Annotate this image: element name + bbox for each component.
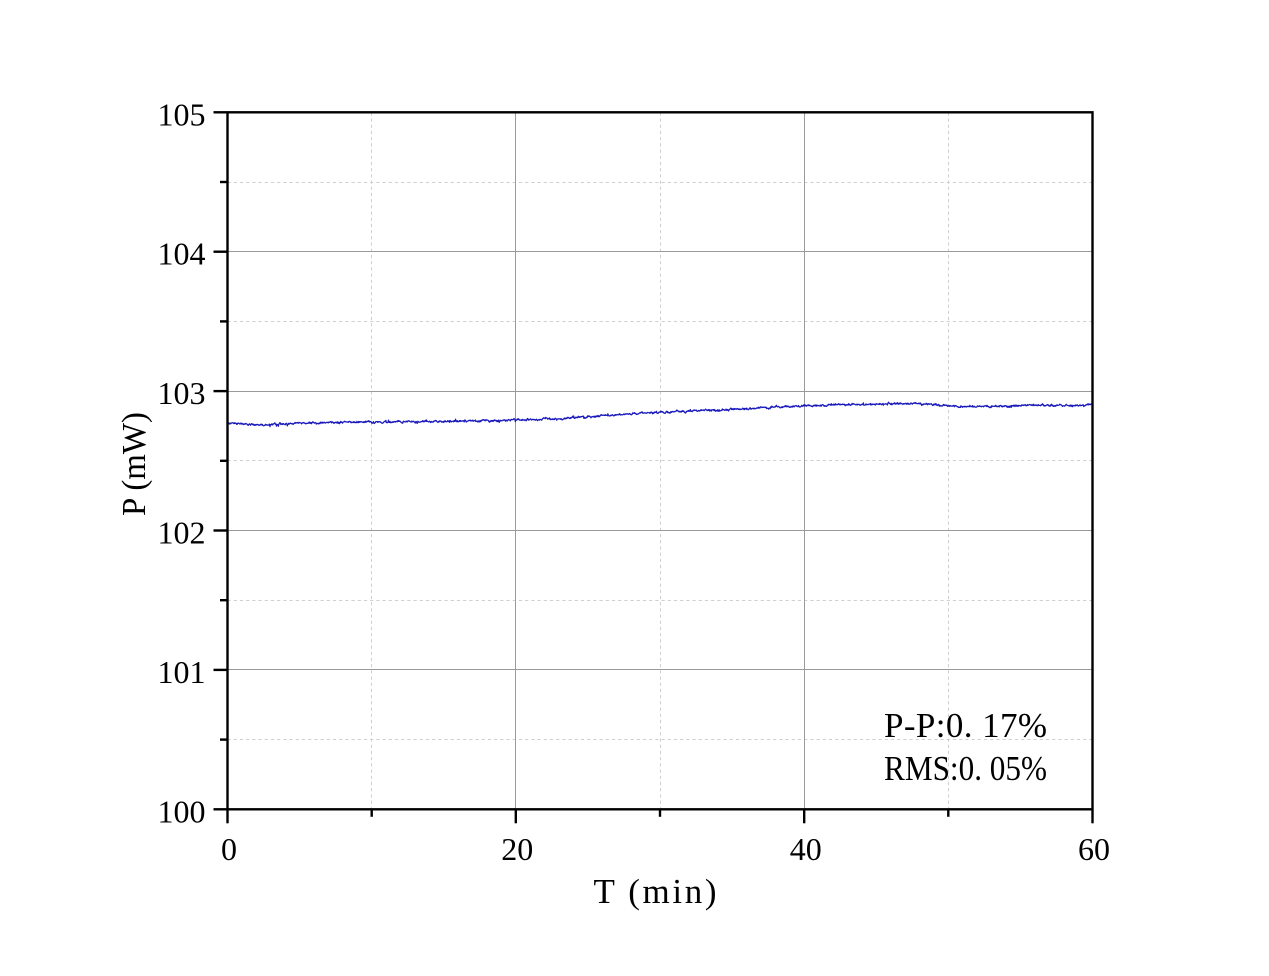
svg-text:101: 101 xyxy=(158,654,206,690)
svg-text:60: 60 xyxy=(1078,831,1110,867)
svg-text:20: 20 xyxy=(501,831,533,867)
svg-text:P-P:0. 17%: P-P:0. 17% xyxy=(884,706,1047,745)
svg-text:104: 104 xyxy=(158,236,206,272)
svg-text:105: 105 xyxy=(158,96,206,132)
svg-text:RMS:0. 05%: RMS:0. 05% xyxy=(884,749,1047,788)
svg-text:P (mW): P (mW) xyxy=(116,412,153,516)
svg-text:103: 103 xyxy=(158,375,206,411)
svg-text:102: 102 xyxy=(158,515,206,551)
svg-text:T (min): T (min) xyxy=(594,872,717,911)
svg-text:0: 0 xyxy=(221,831,237,867)
svg-text:100: 100 xyxy=(158,793,206,829)
svg-text:40: 40 xyxy=(790,831,822,867)
